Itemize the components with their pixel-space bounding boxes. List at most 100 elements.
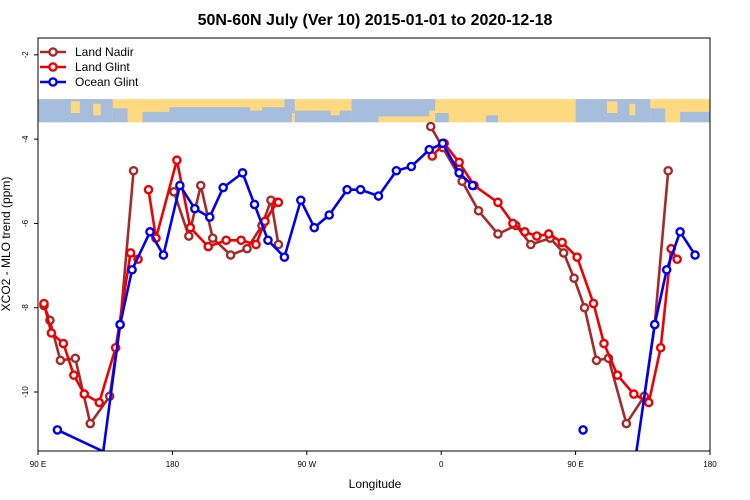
data-point-ocean-glint: [649, 319, 660, 330]
data-point-ocean-glint: [690, 250, 700, 260]
data-point-land-nadir: [207, 233, 218, 243]
data-point-land-glint: [221, 235, 231, 246]
data-point-land-glint: [643, 397, 654, 408]
data-point-ocean-glint: [391, 165, 402, 176]
map-ocean-patch: [680, 111, 710, 123]
data-point-land-glint: [58, 338, 69, 349]
data-point-ocean-glint: [406, 161, 417, 172]
data-point-ocean-glint: [296, 195, 306, 206]
data-point-land-nadir: [473, 205, 484, 216]
legend-item-ocean-glint: Ocean Glint: [40, 75, 139, 89]
data-point-land-glint: [672, 254, 682, 265]
data-point-land-nadir: [425, 121, 436, 132]
legend-item-land-nadir: Land Nadir: [40, 45, 134, 59]
data-point-land-nadir: [558, 248, 569, 258]
data-point-ocean-glint: [342, 184, 352, 195]
data-point-ocean-glint: [237, 168, 248, 178]
legend-label: Land Glint: [75, 60, 130, 74]
series-layer: [39, 121, 700, 451]
data-point-land-nadir: [457, 176, 467, 187]
map-ocean-patch: [112, 108, 128, 123]
world-map-strip: [38, 99, 710, 123]
data-point-land-glint: [203, 241, 214, 252]
map-ocean-patch: [650, 108, 666, 123]
data-point-land-glint: [125, 248, 136, 258]
map-ocean-patch: [420, 99, 436, 111]
data-point-land-nadir: [579, 302, 590, 313]
data-point-land-glint: [79, 389, 90, 399]
data-point-ocean-glint: [52, 425, 63, 435]
data-point-land-glint: [520, 227, 530, 237]
data-point-land-glint: [612, 370, 623, 380]
data-point-land-nadir: [128, 165, 139, 176]
data-point-land-nadir: [621, 418, 632, 429]
data-point-ocean-glint: [355, 184, 366, 195]
x-tick-label-0: 0: [439, 460, 444, 469]
data-point-land-nadir: [242, 243, 252, 254]
x-axis: 90 E 180 90 W 0 90 E 180: [30, 451, 717, 469]
data-point-ocean-glint: [454, 168, 464, 178]
data-point-ocean-glint: [263, 235, 273, 246]
x-tick-label-180: 180: [703, 460, 717, 469]
data-point-ocean-glint: [279, 252, 290, 262]
y-tick-label-4: -4: [21, 135, 30, 143]
data-point-ocean-glint: [145, 227, 155, 237]
series-line-ocean-glint: [102, 142, 474, 451]
data-point-land-glint: [69, 370, 79, 380]
map-ocean-patch: [294, 110, 352, 123]
data-point-land-nadir: [569, 273, 579, 284]
data-point-ocean-glint: [218, 182, 228, 193]
map-ocean-patch: [142, 111, 170, 123]
data-point-ocean-glint: [424, 144, 435, 155]
data-point-land-glint: [599, 338, 609, 349]
data-point-land-glint: [572, 252, 582, 262]
map-land-patch: [330, 106, 340, 116]
legend-item-land-glint: Land Glint: [40, 60, 130, 74]
data-point-ocean-glint: [189, 203, 200, 214]
legend-label: Land Nadir: [75, 45, 134, 59]
y-axis: -2 -4 -6 -8 -10: [21, 51, 38, 398]
y-axis-title: XCO2 - MLO trend (ppm): [0, 177, 13, 312]
data-point-land-nadir: [85, 418, 96, 429]
map-ocean-patch: [486, 115, 498, 123]
data-point-ocean-glint: [115, 319, 125, 330]
data-point-ocean-glint: [175, 180, 185, 191]
map-land-patch: [93, 103, 101, 116]
map-ocean-patch: [435, 113, 449, 123]
data-point-ocean-glint: [661, 264, 672, 275]
data-point-land-nadir: [184, 231, 194, 241]
data-point-land-nadir: [273, 239, 284, 250]
legend-swatch-marker: [48, 62, 58, 72]
map-land-patch: [250, 103, 262, 111]
data-point-land-nadir: [70, 353, 81, 364]
data-point-land-glint: [531, 231, 542, 241]
data-point-land-glint: [588, 298, 599, 309]
map-land-patch: [629, 103, 636, 116]
data-point-land-nadir: [591, 355, 602, 366]
legend-swatch-marker: [48, 77, 58, 87]
data-point-ocean-glint: [127, 264, 137, 275]
map-ocean-patch: [284, 99, 295, 114]
data-point-ocean-glint: [158, 250, 169, 260]
x-tick-label-90-e: 90 E: [30, 460, 46, 469]
chart-title: 50N-60N July (Ver 10) 2015-01-01 to 2020…: [198, 12, 553, 29]
x-tick-label-90-w: 90 W: [297, 460, 316, 469]
y-tick-label-10: -10: [21, 386, 30, 398]
series-land-glint: [39, 138, 682, 408]
y-tick-label-6: -6: [21, 219, 30, 227]
data-point-land-glint: [543, 229, 554, 239]
data-point-ocean-glint: [204, 212, 215, 222]
x-axis-title: Longitude: [349, 477, 402, 491]
data-point-land-glint: [557, 237, 567, 248]
data-point-land-glint: [39, 298, 49, 309]
data-point-land-glint: [46, 328, 57, 338]
data-point-land-glint: [143, 184, 154, 195]
map-ocean-patch: [351, 99, 379, 123]
data-point-land-glint: [655, 342, 666, 353]
data-point-land-glint: [94, 397, 105, 408]
data-point-ocean-glint: [309, 222, 320, 233]
map-ocean-patch: [169, 107, 292, 123]
data-point-land-glint: [236, 235, 246, 246]
